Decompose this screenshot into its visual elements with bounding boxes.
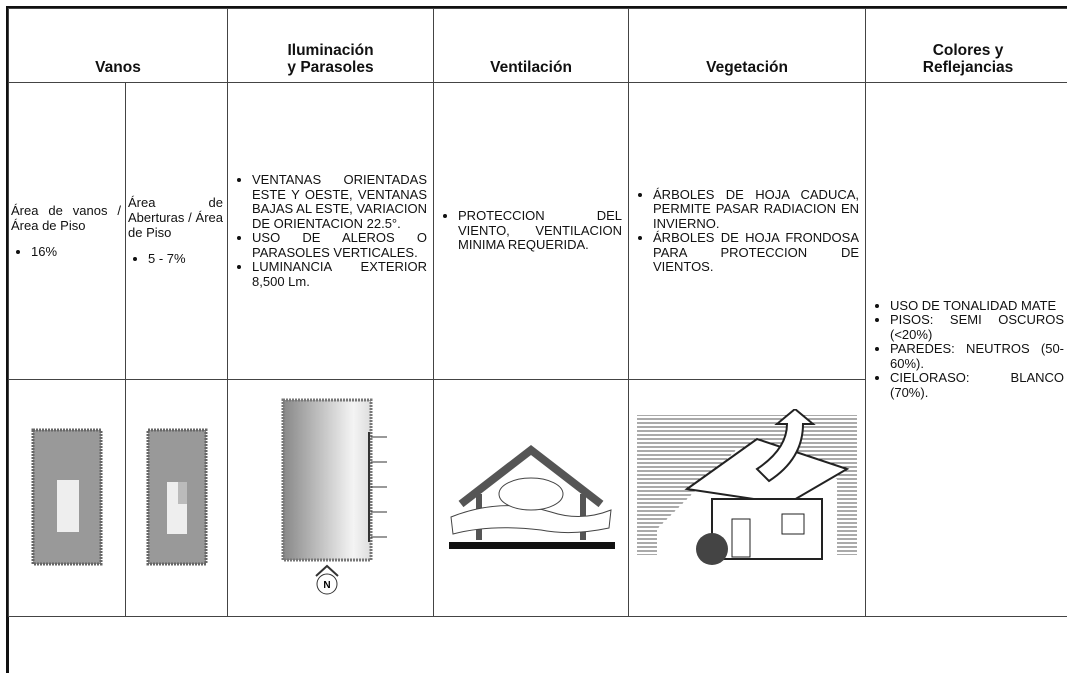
bullet-list: PROTECCION DEL VIENTO, VENTILACION MINIM… <box>440 209 622 253</box>
bullet-item: PAREDES: NEUTROS (50-60%). <box>890 342 1064 371</box>
row: N <box>8 379 1067 617</box>
bullet-item: 5 - 7% <box>148 252 223 267</box>
header-text: y Parasoles <box>287 59 374 76</box>
cell-text: Área de Aberturas / Área de Piso <box>128 195 224 241</box>
bullet-list: ÁRBOLES DE HOJA CADUCA, PERMITE PASAR RA… <box>635 187 859 275</box>
border <box>6 6 9 673</box>
row: Área de vanos / Área de Piso 16% Área de … <box>8 82 1067 617</box>
cell: USO DE TONALIDAD MATEPISOS: SEMI OSCUROS… <box>865 82 1067 617</box>
cell: N <box>227 379 435 617</box>
window-illustration <box>146 428 207 565</box>
cell: Área de Aberturas / Área de Piso 5 - 7% <box>124 82 229 380</box>
bullet-item: PROTECCION DEL VIENTO, VENTILACION MINIM… <box>458 209 622 253</box>
header-text: Reflejancias <box>922 59 1014 76</box>
border <box>6 6 1067 9</box>
header-text: Iluminación <box>287 42 374 59</box>
header-cell: Vanos <box>7 8 229 83</box>
ventilation-illustration <box>449 444 616 549</box>
bullet-item: PISOS: SEMI OSCUROS (<20%) <box>890 313 1064 342</box>
header-text: Ventilación <box>490 59 572 76</box>
cell <box>124 379 229 617</box>
header-text: Vegetación <box>706 59 788 76</box>
cell <box>8 379 126 617</box>
cell <box>628 379 867 617</box>
table: Vanos Iluminación y Parasoles Ventilación… <box>7 8 1067 617</box>
header-cell: Colores y Reflejancias <box>865 8 1067 83</box>
header-row: Vanos Iluminación y Parasoles Ventilación… <box>7 8 1067 83</box>
header-cell: Iluminación y Parasoles <box>227 8 435 83</box>
bullet-list: USO DE TONALIDAD MATEPISOS: SEMI OSCUROS… <box>872 298 1064 401</box>
bullet-item: USO DE ALEROS O PARASOLES VERTICALES. <box>252 230 427 260</box>
bullet-item: VENTANAS ORIENTADAS ESTE Y OESTE, VENTAN… <box>252 172 427 231</box>
compass-label: N <box>323 580 330 591</box>
cell-text: Área de vanos / Área de Piso <box>11 202 121 233</box>
vegetation-illustration <box>637 407 858 579</box>
cell: ÁRBOLES DE HOJA CADUCA, PERMITE PASAR RA… <box>628 82 867 380</box>
bullet-item: CIELORASO: BLANCO (70%). <box>890 371 1064 400</box>
header-text: Vanos <box>95 59 141 76</box>
cell <box>433 379 630 617</box>
bullet-item: 16% <box>31 244 121 260</box>
bullet-item: ÁRBOLES DE HOJA CADUCA, PERMITE PASAR RA… <box>653 187 859 232</box>
bullet-list: 16% <box>11 244 121 260</box>
window-illustration <box>31 428 103 565</box>
cell: PROTECCION DEL VIENTO, VENTILACION MINIM… <box>433 82 630 380</box>
header-cell: Vegetación <box>628 8 867 83</box>
bullet-list: 5 - 7% <box>128 252 223 267</box>
cell: Área de vanos / Área de Piso 16% <box>8 82 126 380</box>
cell: VENTANAS ORIENTADAS ESTE Y OESTE, VENTAN… <box>227 82 435 380</box>
bullet-item: USO DE TONALIDAD MATE <box>890 298 1064 314</box>
lighting-illustration: N <box>281 398 387 594</box>
header-cell: Ventilación <box>433 8 630 83</box>
bullet-list: VENTANAS ORIENTADAS ESTE Y OESTE, VENTAN… <box>234 172 427 289</box>
bullet-item: LUMINANCIA EXTERIOR 8,500 Lm. <box>252 259 427 289</box>
bullet-item: ÁRBOLES DE HOJA FRONDOSA PARA PROTECCION… <box>653 230 859 275</box>
header-text: Colores y <box>932 42 1004 59</box>
